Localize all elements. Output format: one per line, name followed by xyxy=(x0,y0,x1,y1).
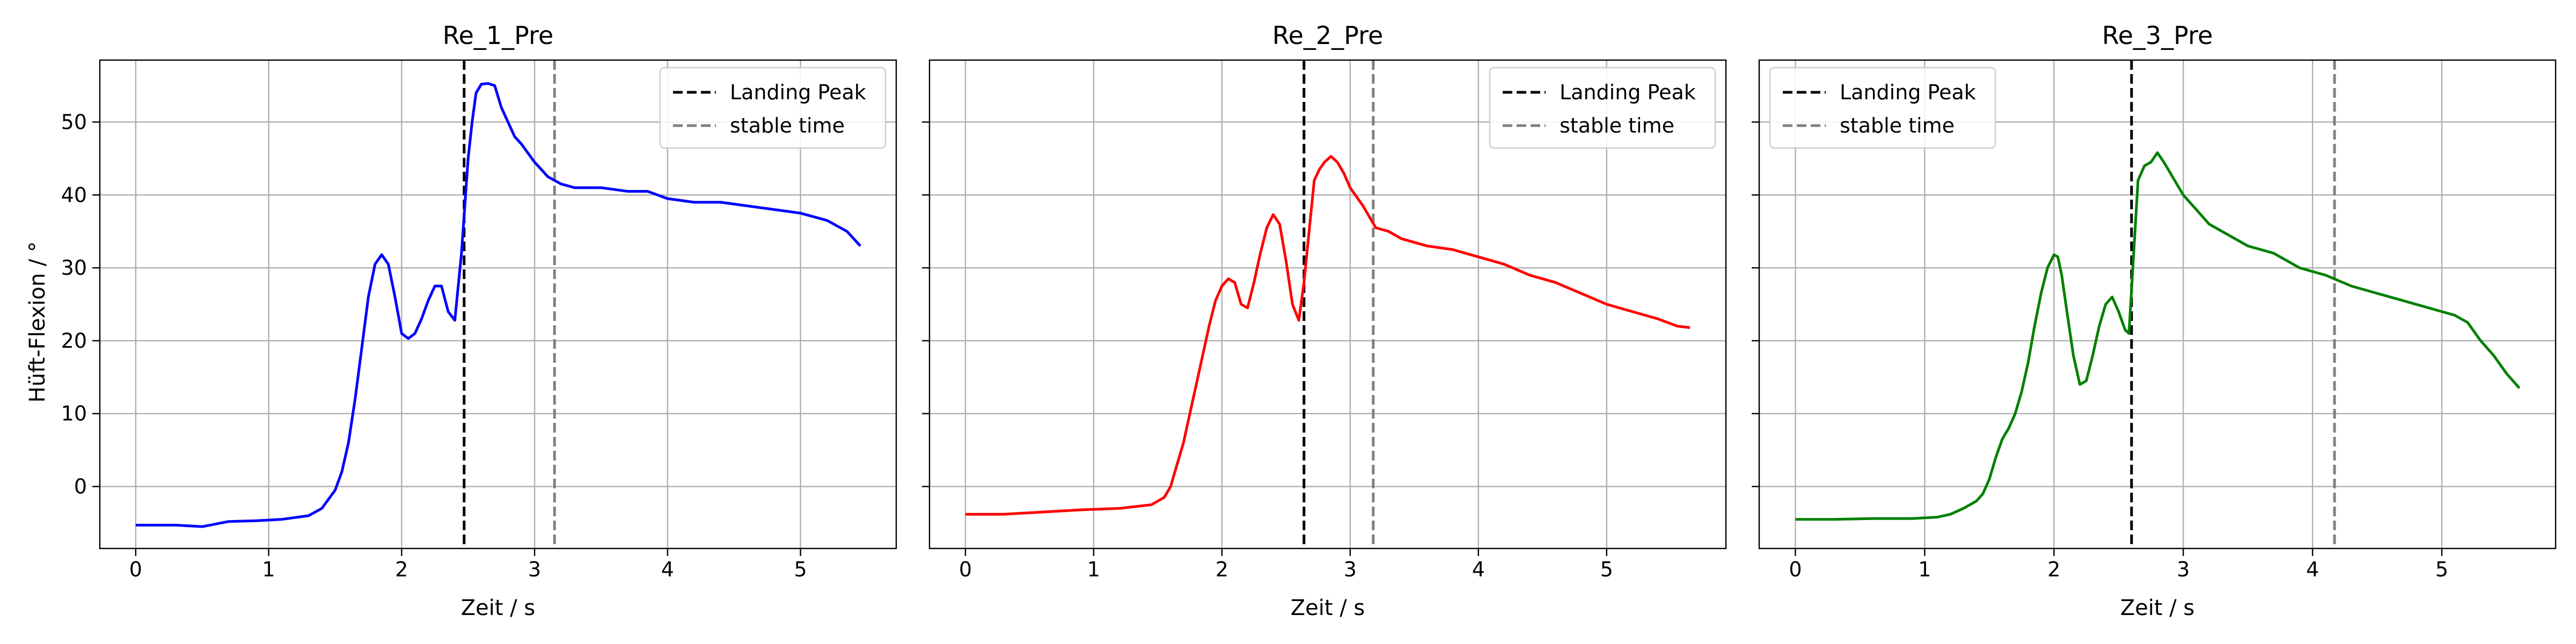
legend-box xyxy=(659,67,887,149)
x-tick-label: 3 xyxy=(1344,558,1357,581)
series-line xyxy=(965,155,1690,516)
x-tick-label: 3 xyxy=(2177,558,2190,581)
x-tick-label: 4 xyxy=(661,558,674,581)
x-axis-label: Zeit / s xyxy=(1291,596,1365,620)
x-tick-label: 1 xyxy=(1918,558,1931,581)
legend: Landing Peak stable time xyxy=(659,67,887,149)
y-tick-label: 30 xyxy=(61,256,87,280)
legend-label-landing-peak: Landing Peak xyxy=(1840,80,1976,104)
legend: Landing Peak stable time xyxy=(1769,67,1996,149)
shared-y-axis-label: Hüft-Flexion / ° xyxy=(25,241,50,402)
x-tick-label: 3 xyxy=(528,558,541,581)
y-tick-label: 10 xyxy=(61,402,87,426)
x-tick-label: 4 xyxy=(2306,558,2319,581)
legend-label-landing-peak: Landing Peak xyxy=(730,80,866,104)
plot-frame xyxy=(1758,59,2557,550)
x-tick-label: 2 xyxy=(1216,558,1228,581)
legend-box xyxy=(1769,67,1996,149)
y-tick-label: 40 xyxy=(61,183,87,207)
y-tick-label: 20 xyxy=(61,329,87,353)
x-tick-label: 4 xyxy=(1472,558,1485,581)
x-tick-label: 1 xyxy=(262,558,275,581)
y-tick-label: 50 xyxy=(61,110,87,134)
plot-title: Re_2_Pre xyxy=(1272,21,1384,50)
legend-label-stable-time: stable time xyxy=(1840,114,1955,137)
plot-frame xyxy=(928,59,1727,550)
legend-label-stable-time: stable time xyxy=(730,114,845,137)
x-tick-label: 2 xyxy=(395,558,408,581)
plot-title: Re_3_Pre xyxy=(2102,21,2213,50)
x-axis-label: Zeit / s xyxy=(461,596,536,620)
x-tick-label: 0 xyxy=(959,558,972,581)
x-tick-label: 5 xyxy=(2435,558,2448,581)
legend-box xyxy=(1489,67,1716,149)
plot-frame xyxy=(99,59,897,550)
x-tick-label: 0 xyxy=(1789,558,1802,581)
x-tick-label: 5 xyxy=(794,558,807,581)
plot-title: Re_1_Pre xyxy=(443,21,554,50)
x-tick-label: 2 xyxy=(2047,558,2060,581)
series-line xyxy=(1795,151,2521,521)
x-tick-label: 1 xyxy=(1087,558,1100,581)
legend-label-landing-peak: Landing Peak xyxy=(1560,80,1696,104)
legend-label-stable-time: stable time xyxy=(1560,114,1674,137)
subplot-re-2-pre: 0 1 2 3 4 5 Re_2_Pre Zeit / s Landing Peak stable… xyxy=(922,21,1727,620)
series-line xyxy=(135,82,861,528)
x-tick-label: 5 xyxy=(1600,558,1613,581)
y-tick-label: 0 xyxy=(74,475,87,499)
legend: Landing Peak stable time xyxy=(1489,67,1716,149)
x-axis-label: Zeit / s xyxy=(2120,596,2195,620)
x-tick-label: 0 xyxy=(129,558,142,581)
subplot-re-3-pre: 0 1 2 3 4 5 Re_3_Pre Zeit / s Landing Peak stable… xyxy=(1752,21,2557,620)
